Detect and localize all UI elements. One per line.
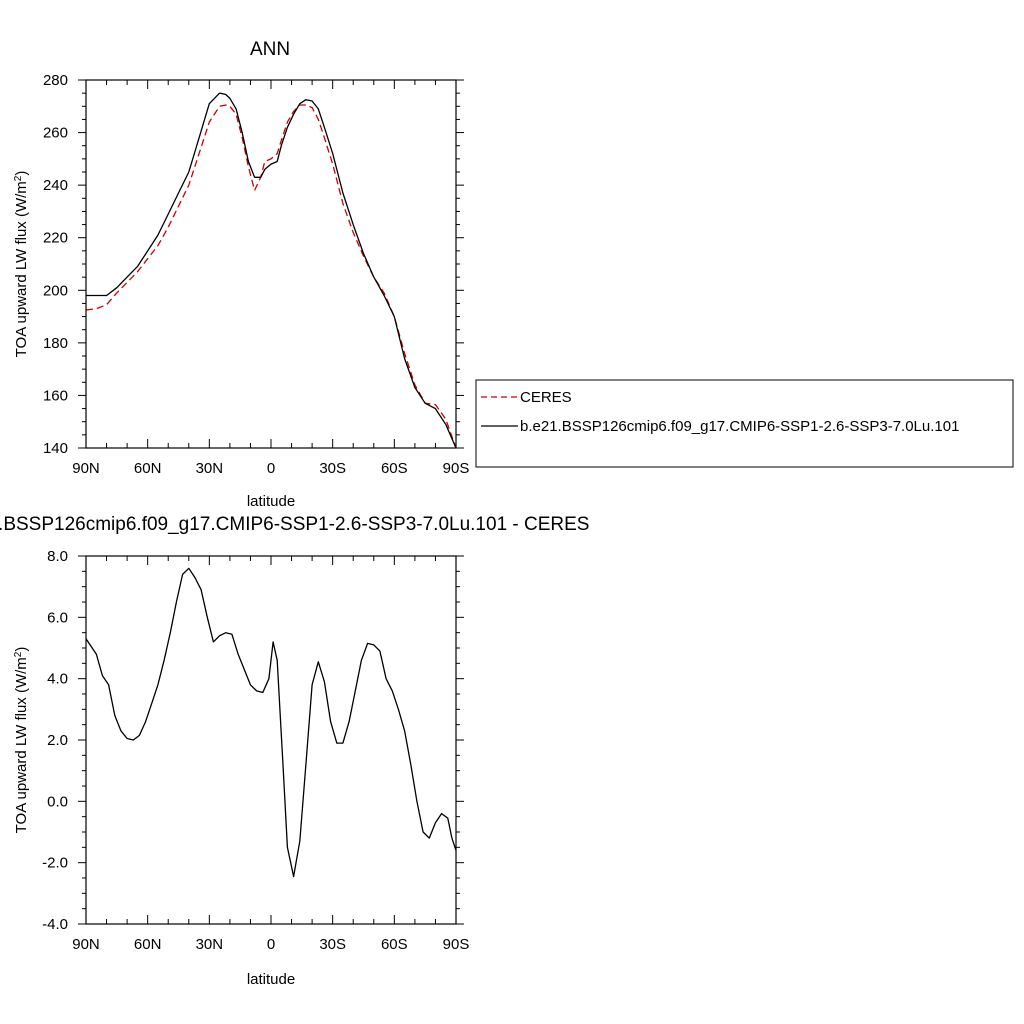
- y-tick-label: 160: [43, 387, 68, 404]
- panel-2-series: [85, 567, 457, 878]
- y-tick-label: -2.0: [42, 855, 68, 872]
- panel-2-title: b.e21.BSSP126cmip6.f09_g17.CMIP6-SSP1-2.…: [0, 514, 589, 535]
- x-tick-label: 90N: [72, 936, 100, 953]
- legend-model-label: b.e21.BSSP126cmip6.f09_g17.CMIP6-SSP1-2.…: [520, 418, 959, 435]
- y-tick-label: 6.0: [47, 609, 68, 626]
- panel-1-plot-frame: [85, 79, 457, 449]
- x-tick-label: 60N: [134, 936, 162, 953]
- y-tick-label: 280: [43, 72, 68, 89]
- y-tick-label: -4.0: [42, 916, 68, 933]
- y-tick-label: 0.0: [47, 793, 68, 810]
- x-tick-label: 90S: [443, 936, 470, 953]
- y-tick-label: 4.0: [47, 671, 68, 688]
- panel-2-x-axis-label: latitude: [247, 971, 295, 988]
- series-line-model: [85, 567, 457, 878]
- panel-1-title: ANN: [250, 39, 290, 60]
- x-tick-label: 60S: [381, 460, 408, 477]
- y-tick-label: 2.0: [47, 732, 68, 749]
- y-tick-label: 200: [43, 282, 68, 299]
- x-tick-label: 30N: [196, 460, 224, 477]
- panel-annual-mean: ANN 90N 60N 30N 0 30S 60S 90S 140 160 180 200 220 24…: [13, 39, 1014, 510]
- x-tick-label: 30S: [319, 936, 346, 953]
- panel-1-y-axis-label: TOA upward LW flux (W/m2): [13, 171, 31, 358]
- y-tick-label: 260: [43, 125, 68, 142]
- panel-1-x-axis-label: latitude: [247, 493, 295, 510]
- x-tick-label: 90N: [72, 460, 100, 477]
- x-tick-label: 0: [267, 460, 275, 477]
- series-line-model: [86, 92, 457, 449]
- panel-2-tick-labels: 90N 60N 30N 0 30S 60S 90S -4.0 -2.0 0.0 2.0 4.0 6.0 8…: [42, 548, 469, 953]
- panel-difference: b.e21.BSSP126cmip6.f09_g17.CMIP6-SSP1-2.…: [0, 514, 589, 988]
- panel-1-ticks: [78, 79, 464, 449]
- x-tick-label: 30S: [319, 460, 346, 477]
- legend-ceres-label: CERES: [520, 389, 572, 406]
- x-tick-label: 60N: [134, 460, 162, 477]
- legend: CERES b.e21.BSSP126cmip6.f09_g17.CMIP6-S…: [475, 379, 1014, 468]
- y-tick-label: 220: [43, 230, 68, 247]
- x-tick-label: 90S: [443, 460, 470, 477]
- x-tick-label: 0: [267, 936, 275, 953]
- y-tick-label: 240: [43, 177, 68, 194]
- y-tick-label: 8.0: [47, 548, 68, 565]
- panel-1-tick-labels: 90N 60N 30N 0 30S 60S 90S 140 160 180 200 220 240 260…: [43, 72, 469, 477]
- legend-box: [475, 379, 1014, 468]
- x-tick-label: 30N: [196, 936, 224, 953]
- panel-2-y-axis-label: TOA upward LW flux (W/m2): [13, 647, 31, 834]
- panel-1-series: [85, 92, 457, 449]
- panel-2-plot-frame: [85, 555, 457, 925]
- x-tick-label: 60S: [381, 936, 408, 953]
- series-line-ceres: [85, 104, 457, 449]
- y-tick-label: 140: [43, 440, 68, 457]
- y-tick-label: 180: [43, 335, 68, 352]
